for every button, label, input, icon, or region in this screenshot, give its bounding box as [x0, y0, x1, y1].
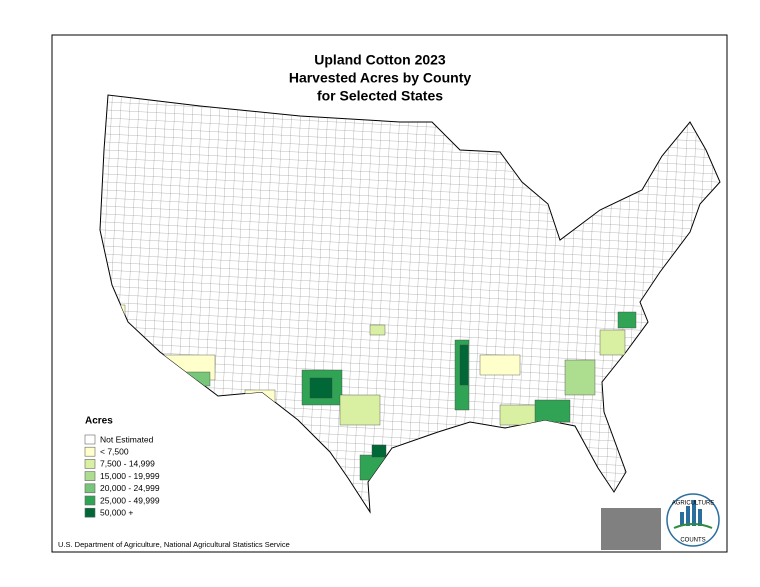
legend-swatch	[84, 459, 96, 469]
footer: U.S. Department of Agriculture, National…	[58, 540, 290, 549]
legend-swatch	[84, 495, 96, 506]
legend-label: 20,000 - 24,999	[100, 483, 160, 493]
legend-label: < 7,500	[100, 446, 129, 456]
legend-swatch	[84, 483, 96, 494]
title-block: Upland Cotton 2023 Harvested Acres by Cou…	[289, 52, 472, 104]
legend-swatch	[84, 507, 96, 518]
legend-label: 7,500 - 14,999	[100, 459, 155, 469]
gray-box	[601, 508, 661, 550]
legend-swatch	[84, 434, 96, 445]
legend-label: 50,000 +	[100, 507, 133, 517]
legend-swatch	[84, 471, 96, 481]
legend-label: Not Estimated	[100, 434, 154, 444]
legend-label: 25,000 - 49,999	[100, 495, 160, 505]
logo-top: AGRICULTURE	[672, 501, 715, 507]
logo: AGRICULTURE COUNTS	[666, 493, 720, 547]
legend-label: 15,000 - 19,999	[100, 471, 160, 481]
title-line: Upland Cotton 2023	[314, 52, 446, 68]
title-line: Harvested Acres by County	[289, 70, 472, 86]
logo-bottom: COUNTS	[680, 538, 705, 544]
legend-title: Acres	[85, 416, 113, 427]
legend: Acres Not Estimated < 7,500 7,500 - 14,999…	[84, 416, 160, 518]
legend-swatch	[84, 446, 96, 457]
title-line: for Selected States	[317, 88, 443, 104]
